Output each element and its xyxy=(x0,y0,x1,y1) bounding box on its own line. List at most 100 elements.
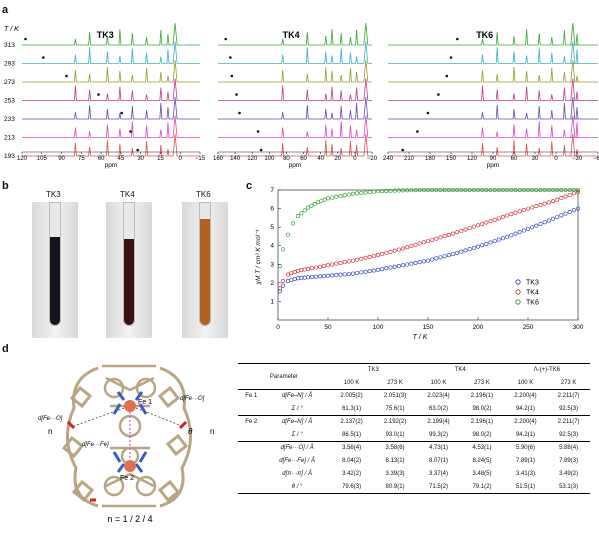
table-group-cell xyxy=(238,455,264,468)
nmr-peak-marker xyxy=(238,111,241,115)
chi-point-tk4 xyxy=(542,201,547,206)
nmr-tick-label: −20 xyxy=(367,156,378,162)
nmr-trace xyxy=(218,115,372,138)
nmr-title: TK4 xyxy=(283,30,300,40)
chi-point-tk6 xyxy=(459,188,464,193)
table-group-cell: Fe 1 xyxy=(245,393,258,400)
chi-point-tk4 xyxy=(409,244,414,249)
nmr-tick-label: 100 xyxy=(264,156,275,162)
chi-point-tk6 xyxy=(488,188,493,193)
chi-point-tk4 xyxy=(476,223,481,228)
chi-legend-marker xyxy=(515,289,521,295)
fe-o-left-line xyxy=(73,407,125,427)
chi-x-tick-label: 50 xyxy=(324,324,332,331)
chi-point-tk3 xyxy=(359,270,364,275)
nmr-tick-label: −30 xyxy=(572,156,583,162)
table-temp: 100 K xyxy=(416,376,461,390)
chi-point-tk6 xyxy=(359,190,364,195)
chi-point-tk3 xyxy=(322,274,327,279)
cage-left-strand xyxy=(61,366,99,508)
chi-point-tk3 xyxy=(309,274,314,279)
fe2-atom xyxy=(124,460,136,472)
table-cell: 3.48(5) xyxy=(472,471,492,477)
fe1-label: Fe 1 xyxy=(138,399,152,406)
table-cell: 2.211(7) xyxy=(547,415,590,429)
chi-point-tk4 xyxy=(546,200,551,205)
nmr-peak-marker xyxy=(97,93,100,96)
table-cell: 2.196(1) xyxy=(460,415,504,429)
chi-point-tk4 xyxy=(559,196,564,201)
fe2-label: Fe 2 xyxy=(120,475,134,482)
chi-point-tk3 xyxy=(409,261,414,266)
chi-point-tk6 xyxy=(480,188,485,193)
chi-point-tk4 xyxy=(538,202,543,207)
chi-point-tk4 xyxy=(376,253,381,258)
nmr-peak-marker xyxy=(129,130,132,133)
tube-label-tk4: TK4 xyxy=(120,190,135,199)
panel-label-a: a xyxy=(2,4,9,16)
chi-legend-marker xyxy=(515,279,521,285)
chi-point-tk3 xyxy=(525,226,530,231)
table-cell: 53.1(3) xyxy=(547,480,590,494)
nmr-x-label: ppm xyxy=(289,162,302,169)
chi-point-tk3 xyxy=(299,275,304,280)
nmr-tick-label: 15 xyxy=(157,156,164,162)
chi-point-tk6 xyxy=(513,188,518,193)
nmr-trace xyxy=(218,78,372,101)
table-cell: 2.196(1) xyxy=(470,393,494,400)
chi-point-tk3 xyxy=(392,264,397,269)
chi-point-tk3 xyxy=(302,275,307,280)
chi-point-tk4 xyxy=(563,194,568,199)
chi-point-tk3 xyxy=(330,273,335,278)
nmr-title: TK6 xyxy=(476,30,493,40)
nmr-peak-marker xyxy=(437,93,440,96)
temperature-label: 313 xyxy=(4,42,15,49)
chi-point-tk6 xyxy=(542,188,547,193)
chi-point-tk6 xyxy=(538,188,543,193)
nmr-tick-label: 90 xyxy=(490,156,497,162)
chi-point-tk3 xyxy=(413,260,418,265)
chi-y-tick-label: 3 xyxy=(270,261,274,268)
chi-point-tk4 xyxy=(285,272,290,277)
table-param-label: d[Fe–N] / Å xyxy=(281,393,313,400)
table-group-cell: Fe 2 xyxy=(238,415,265,429)
table-cell: 3.56(4) xyxy=(329,441,374,455)
table-cell: 2.211(7) xyxy=(557,393,580,400)
cage-core xyxy=(102,364,157,508)
chi-point-tk4 xyxy=(401,246,406,251)
chi-point-tk3 xyxy=(555,215,560,220)
table-cell: 94.2(1) xyxy=(515,405,535,412)
nmr-peak-marker xyxy=(230,74,234,78)
chi-x-tick-label: 200 xyxy=(473,324,484,331)
table-header-tk3: TK3 xyxy=(329,363,417,377)
nmr-trace xyxy=(218,59,372,83)
chi-point-tk3 xyxy=(405,262,410,267)
chi-point-tk6 xyxy=(388,188,393,193)
chi-point-tk3 xyxy=(488,240,493,245)
nmr-tick-label: 120 xyxy=(467,156,478,162)
nmr-tick-label: −60 xyxy=(593,156,599,162)
chi-point-tk6 xyxy=(299,211,304,216)
chi-x-tick-label: 300 xyxy=(573,324,584,331)
table-header-tk6: Λ-(+)-TK6 xyxy=(503,363,590,377)
chi-point-tk3 xyxy=(471,245,476,250)
chi-point-tk4 xyxy=(513,210,518,215)
chi-point-tk4 xyxy=(575,189,580,194)
chi-point-tk3 xyxy=(459,249,464,254)
nmr-peak-marker xyxy=(224,37,227,41)
nmr-trace xyxy=(22,41,200,64)
nmr-trace xyxy=(388,59,598,83)
chi-point-tk6 xyxy=(322,197,327,202)
chi-point-tk4 xyxy=(467,226,472,231)
chi-point-tk6 xyxy=(277,264,282,269)
table-cell: 98.0(2) xyxy=(472,405,492,412)
table-cell: 79.6(3) xyxy=(329,480,374,494)
molecular-structure: Fe 1 Fe 2 d[Fe···O] d[Fe···O] d[Fe···Fe]… xyxy=(38,364,214,524)
nmr-trace xyxy=(388,41,598,64)
chi-point-tk6 xyxy=(330,195,335,200)
fe-o-right-line xyxy=(135,407,183,427)
panel-label-d: d xyxy=(2,343,9,355)
chi-point-tk4 xyxy=(299,268,304,273)
table-param-label: d[π···π] / Å xyxy=(282,471,312,477)
nmr-trace xyxy=(22,96,200,120)
